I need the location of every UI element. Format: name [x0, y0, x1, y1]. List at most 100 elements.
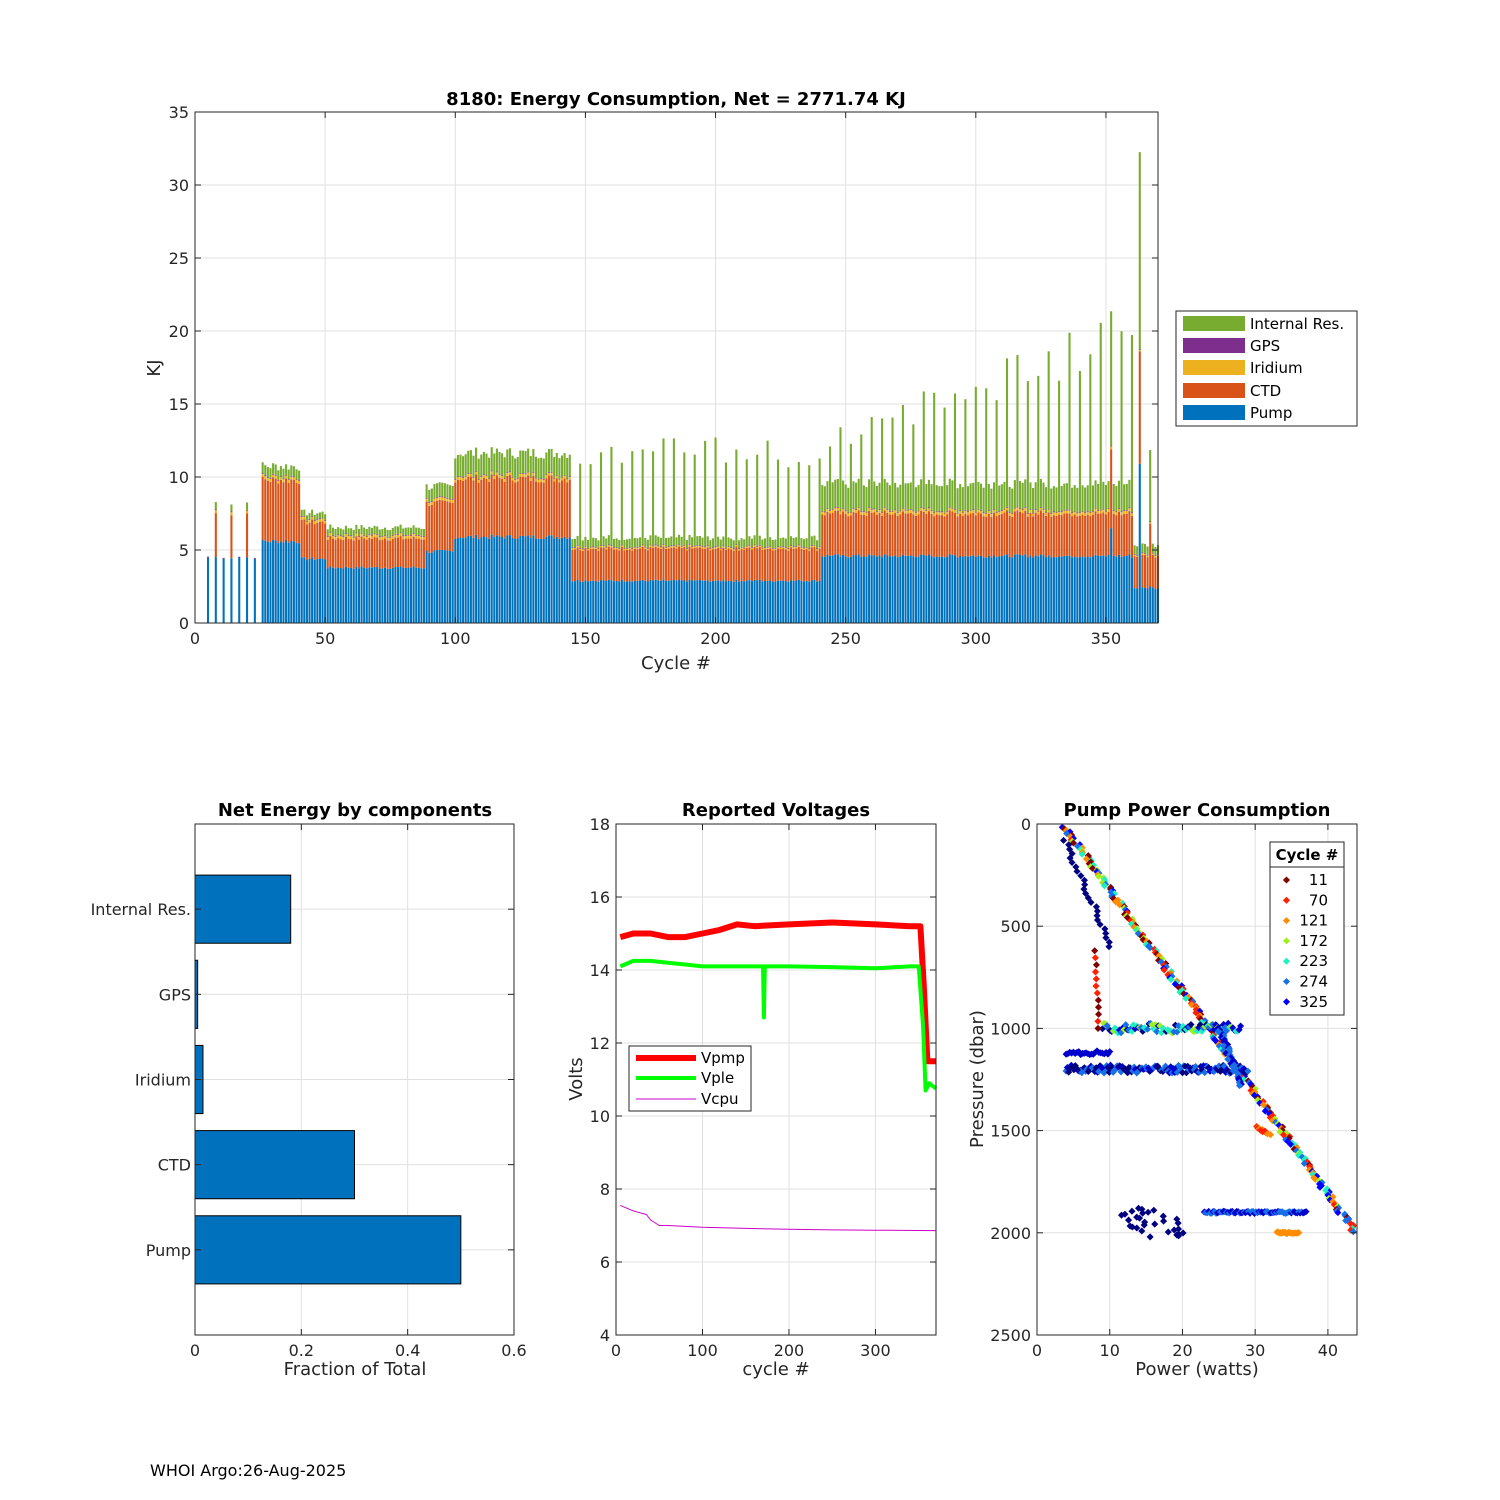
- energy-bar-internal: [555, 452, 558, 475]
- energy-bar-gps: [888, 510, 891, 512]
- energy-bar-internal: [972, 482, 975, 510]
- pump-power-point: [1160, 1217, 1168, 1225]
- energy-bar-gps: [646, 548, 649, 549]
- energy-bar-pump: [943, 557, 946, 623]
- energy-bar-iridium: [1076, 513, 1079, 517]
- energy-bar-pump: [756, 580, 759, 623]
- energy-bar-gps: [409, 534, 413, 536]
- energy-xtick-label: 350: [1091, 629, 1122, 648]
- components-bar: [194, 874, 292, 944]
- energy-bar-gps: [1136, 554, 1139, 556]
- energy-bar-gps: [303, 515, 306, 517]
- energy-bar-ctd: [451, 502, 454, 552]
- pump-power-ytick-label: 2000: [990, 1224, 1031, 1243]
- energy-bar-internal: [519, 450, 522, 474]
- energy-bar-ctd: [883, 510, 886, 555]
- energy-bar-ctd: [279, 479, 282, 542]
- energy-bar-pump: [402, 568, 405, 623]
- energy-bar-pump: [685, 581, 688, 623]
- energy-bar-iridium: [402, 536, 405, 540]
- energy-bar-gps: [446, 497, 449, 499]
- energy-bar-iridium: [800, 547, 803, 549]
- energy-bar-ctd: [412, 536, 415, 567]
- energy-bar-internal: [378, 529, 381, 537]
- energy-bar-internal: [795, 537, 798, 547]
- energy-bar-pump: [277, 543, 280, 623]
- components-xtick-label: 0.4: [395, 1341, 420, 1360]
- energy-bar-iridium: [1034, 509, 1037, 513]
- energy-bar-pump: [1099, 555, 1102, 623]
- energy-bar-ctd: [347, 539, 350, 568]
- energy-bar-iridium: [1021, 510, 1024, 514]
- energy-bar-gps: [1115, 511, 1118, 513]
- energy-bar-gps: [292, 476, 295, 478]
- energy-bar-internal: [711, 538, 714, 547]
- energy-bar-pump: [802, 581, 806, 623]
- energy-bar-gps: [287, 479, 290, 480]
- energy-bar-internal: [337, 527, 340, 535]
- energy-bar-gps: [311, 515, 314, 517]
- energy-bar-ctd: [1130, 516, 1134, 558]
- energy-bar-internal: [318, 512, 321, 519]
- energy-ylabel: KJ: [144, 359, 165, 376]
- energy-bar-gps: [881, 512, 884, 513]
- energy-bar-internal: [1143, 543, 1147, 553]
- energy-bar-gps: [420, 535, 423, 537]
- energy-bar-internal: [636, 538, 639, 547]
- energy-bar-gps: [298, 480, 301, 481]
- energy-bar-iridium: [678, 544, 681, 547]
- energy-bar-internal: [350, 528, 353, 536]
- energy-bar-pump: [672, 580, 675, 623]
- energy-bar-internal: [779, 538, 782, 547]
- energy-bar-pump: [511, 537, 514, 623]
- energy-bar-ctd: [808, 550, 811, 582]
- energy-bar-pump: [459, 537, 462, 623]
- energy-bar-ctd: [722, 547, 725, 581]
- energy-bar-gps: [586, 548, 590, 549]
- energy-bar-iridium: [269, 478, 272, 482]
- energy-bar-internal: [542, 458, 545, 479]
- energy-bar-ctd: [719, 550, 722, 582]
- energy-bar-iridium: [430, 501, 433, 505]
- energy-bar-gps: [901, 507, 904, 509]
- energy-bar-gps: [246, 509, 249, 511]
- energy-bar-internal: [347, 528, 350, 536]
- energy-bar-ctd: [672, 547, 675, 581]
- pump-power-point: [1112, 898, 1120, 906]
- energy-bar-internal: [641, 449, 644, 545]
- energy-bar-iridium: [956, 513, 959, 517]
- energy-bar-pump: [347, 567, 350, 623]
- energy-bar-ctd: [1138, 351, 1141, 464]
- energy-bar-gps: [1123, 510, 1126, 512]
- pump-power-ytick-label: 1000: [990, 1019, 1031, 1038]
- energy-bar-ctd: [940, 515, 944, 557]
- energy-bar-ctd: [485, 478, 488, 538]
- energy-bar-pump: [969, 555, 972, 623]
- energy-bar-iridium: [823, 512, 826, 516]
- energy-bar-pump: [675, 580, 678, 623]
- energy-bar-ctd: [857, 510, 860, 555]
- energy-bar-ctd: [594, 548, 597, 581]
- energy-bar-gps: [649, 544, 652, 546]
- energy-bar-iridium: [373, 534, 376, 538]
- energy-bar-internal: [1138, 152, 1141, 350]
- energy-bar-iridium: [782, 547, 785, 549]
- energy-bar-ctd: [524, 477, 527, 537]
- energy-bar-gps: [316, 519, 319, 520]
- energy-bar-ctd: [763, 549, 767, 582]
- energy-bar-internal: [698, 535, 701, 546]
- energy-bar-iridium: [711, 547, 714, 550]
- energy-bar-pump: [649, 579, 652, 623]
- energy-bar-gps: [1146, 554, 1149, 556]
- energy-bar-gps: [800, 546, 803, 548]
- energy-bar-ctd: [717, 547, 720, 581]
- energy-bar-pump: [912, 556, 915, 623]
- energy-bar-ctd: [537, 482, 540, 539]
- energy-bar-pump: [560, 537, 564, 623]
- energy-bar-ctd: [826, 511, 829, 556]
- energy-bar-gps: [724, 547, 727, 549]
- energy-bar-iridium: [855, 510, 858, 513]
- energy-bar-iridium: [839, 511, 842, 515]
- energy-bar-iridium: [295, 479, 298, 483]
- energy-bar-iridium: [1078, 512, 1081, 516]
